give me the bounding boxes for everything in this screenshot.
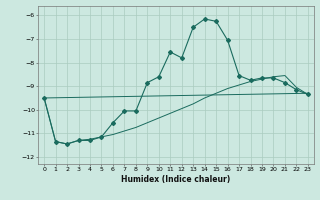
X-axis label: Humidex (Indice chaleur): Humidex (Indice chaleur) xyxy=(121,175,231,184)
